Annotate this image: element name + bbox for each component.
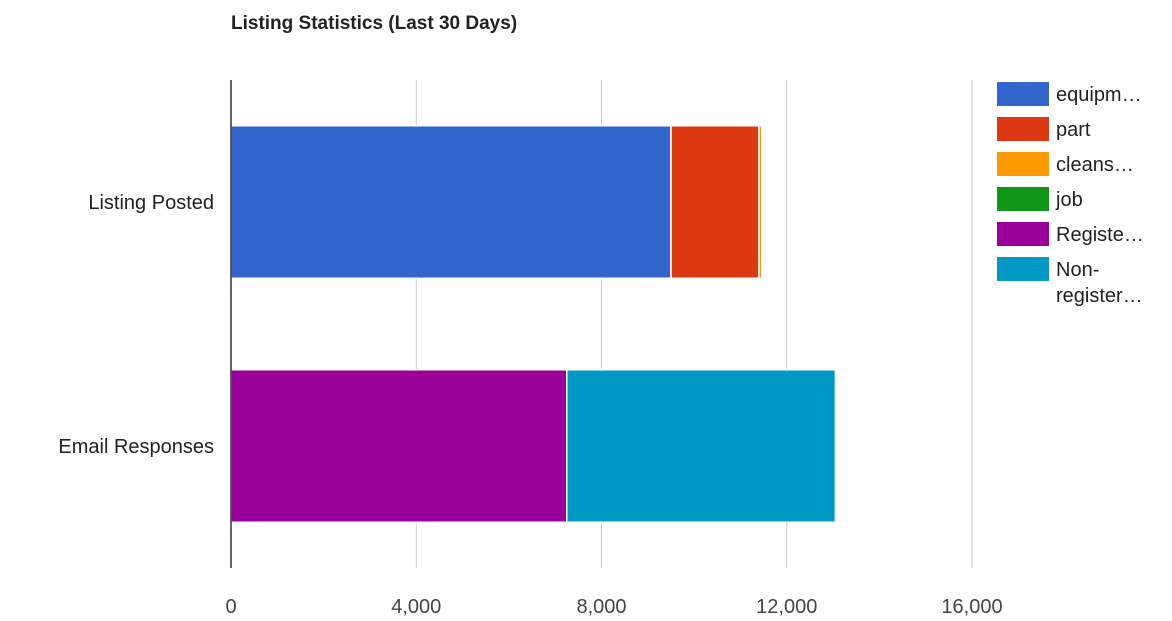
legend-label-job: job xyxy=(1055,189,1083,211)
legend-swatch-equipm xyxy=(997,82,1049,106)
x-tick-label-4: 16,000 xyxy=(941,596,1002,616)
legend-swatch-part xyxy=(997,117,1049,141)
legend-swatch-cleans xyxy=(997,152,1049,176)
legend-swatch-non-registered xyxy=(997,257,1049,281)
axis-layer: 0 4,000 8,000 12,000 16,000 Listing Posted Ema… xyxy=(58,80,1003,618)
legend-label-registe: Registe… xyxy=(1056,224,1144,246)
x-tick-label-2: 8,000 xyxy=(576,596,626,616)
bar-email-responses-registe xyxy=(230,369,568,523)
legend-legend: equipm… part cleans… job Registe… Non-registe… xyxy=(997,82,1144,307)
category-label-listing-posted: Listing Posted xyxy=(88,192,214,214)
chart-title: Listing Statistics (Last 30 Days) xyxy=(231,13,517,34)
x-tick-label-0: 0 xyxy=(225,596,236,616)
bar-email-responses-non-registered xyxy=(566,369,837,523)
x-tick-label-1: 4,000 xyxy=(391,596,441,616)
legend-label-cleans: cleans… xyxy=(1056,154,1134,176)
legend-label-non-registered-line-2: register… xyxy=(1056,285,1143,307)
x-tick-label-3: 12,000 xyxy=(756,596,817,616)
legend-label-equipm: equipm… xyxy=(1056,84,1142,106)
bar-listing-posted-part xyxy=(670,125,760,279)
bar-layer xyxy=(230,125,837,523)
legend-label-non-registered-line-1: Non- xyxy=(1056,259,1099,281)
category-label-email-responses: Email Responses xyxy=(58,436,214,458)
legend-swatch-job xyxy=(997,187,1049,211)
legend-label-part: part xyxy=(1056,119,1091,141)
bar-listing-posted-equipm xyxy=(230,125,672,279)
legend-swatch-registe xyxy=(997,222,1049,246)
bar-listing-posted-job xyxy=(760,125,764,279)
